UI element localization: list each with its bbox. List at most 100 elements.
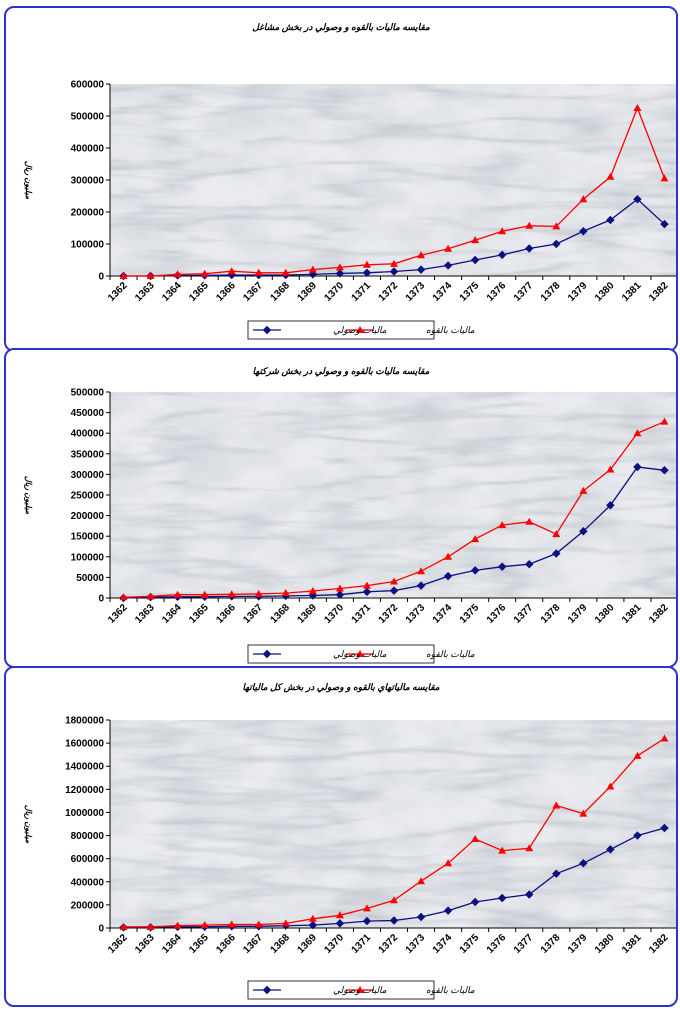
legend-label-actual: ماليات وصولي — [333, 649, 387, 660]
data-point-actual — [362, 587, 372, 597]
data-point-potential — [660, 174, 669, 182]
data-point-actual — [389, 267, 399, 276]
data-point-actual — [335, 919, 345, 928]
legend-box — [247, 980, 435, 1000]
x-tick-label: 1374 — [431, 602, 455, 626]
y-tick-label: 450000 — [71, 408, 105, 419]
legend: ماليات بالقوه ماليات وصولي — [247, 320, 475, 340]
x-tick-label: 1375 — [458, 280, 482, 304]
x-tick-label: 1375 — [458, 602, 482, 626]
x-tick-label: 1380 — [593, 280, 617, 304]
x-tick-label: 1376 — [485, 280, 509, 304]
y-tick-label: 1200000 — [65, 785, 104, 796]
legend: ماليات بالقوه ماليات وصولي — [247, 644, 475, 664]
legend-marker-actual — [262, 985, 272, 995]
line-chart-svg: مقايسه ماليات بالقوه و وصولي در بخش شركت… — [23, 366, 676, 664]
data-point-potential — [633, 429, 642, 437]
x-tick-label: 1368 — [268, 602, 292, 626]
x-tick-label: 1378 — [539, 932, 563, 956]
legend-label-potential: ماليات بالقوه — [426, 985, 475, 996]
y-tick-label: 400000 — [71, 144, 105, 155]
x-tick-label: 1366 — [214, 932, 238, 956]
data-point-potential — [444, 552, 453, 560]
x-tick-label: 1369 — [295, 602, 319, 626]
x-tick-label: 1365 — [187, 280, 211, 304]
data-point-potential — [173, 590, 182, 598]
x-tick-label: 1377 — [512, 932, 536, 956]
x-tick-label: 1367 — [241, 280, 265, 304]
x-tick-label: 1380 — [593, 602, 617, 626]
data-point-potential — [362, 904, 371, 912]
data-point-potential — [281, 268, 290, 276]
y-tick-label: 200000 — [71, 900, 105, 911]
x-tick-label: 1373 — [404, 602, 428, 626]
x-tick-label: 1368 — [268, 932, 292, 956]
x-tick-label: 1376 — [485, 932, 509, 956]
data-point-actual — [443, 906, 453, 915]
data-point-potential — [281, 919, 290, 927]
legend-label-actual: ماليات وصولي — [333, 325, 387, 336]
x-tick-label: 1379 — [566, 932, 590, 956]
y-tick-label: 400000 — [71, 877, 105, 888]
x-tick-label: 1379 — [566, 280, 590, 304]
x-tick-label: 1367 — [241, 932, 265, 956]
data-point-potential — [390, 896, 398, 904]
data-point-potential — [579, 486, 588, 494]
x-tick-label: 1364 — [160, 602, 184, 626]
data-point-potential — [390, 259, 398, 267]
x-tick-label: 1362 — [106, 280, 130, 304]
x-tick-label: 1370 — [323, 602, 347, 626]
chart-title: مقايسه ماليات بالقوه و وصولي در بخش شركت… — [253, 366, 430, 377]
x-tick-label: 1364 — [160, 280, 184, 304]
x-tick-label: 1374 — [431, 280, 455, 304]
x-tick-label: 1382 — [647, 602, 671, 626]
x-tick-label: 1382 — [647, 280, 671, 304]
y-tick-label: 300000 — [71, 470, 105, 481]
data-point-potential — [579, 195, 588, 203]
data-point-potential — [362, 581, 371, 589]
data-point-actual — [362, 268, 372, 278]
y-axis-label: ميليون ريال — [23, 805, 33, 844]
y-tick-label: 100000 — [71, 240, 105, 251]
data-point-potential — [606, 782, 615, 790]
marble-veins — [110, 392, 676, 598]
data-point-actual — [552, 549, 561, 558]
x-tick-label: 1362 — [106, 602, 130, 626]
data-point-potential — [119, 272, 128, 279]
data-point-potential — [417, 567, 426, 575]
x-tick-label: 1378 — [539, 280, 563, 304]
x-tick-label: 1373 — [404, 280, 428, 304]
x-tick-label: 1372 — [377, 280, 401, 304]
data-point-actual — [443, 261, 453, 270]
data-point-potential — [335, 911, 344, 919]
data-point-actual — [660, 466, 669, 475]
data-point-potential — [471, 535, 480, 543]
y-tick-label: 50000 — [76, 573, 104, 584]
data-point-potential — [200, 590, 209, 598]
data-point-potential — [606, 172, 615, 180]
data-point-potential — [200, 921, 209, 929]
data-point-potential — [525, 844, 534, 852]
chart-panel-sherkatha: مقايسه ماليات بالقوه و وصولي در بخش شركت… — [4, 348, 678, 668]
data-point-potential — [173, 270, 182, 278]
y-tick-label: 350000 — [71, 449, 105, 460]
data-point-potential — [471, 835, 480, 843]
x-tick-label: 1378 — [539, 602, 563, 626]
y-tick-label: 200000 — [71, 511, 105, 522]
data-point-potential — [552, 530, 561, 538]
legend-label-potential: ماليات بالقوه — [426, 325, 475, 336]
x-tick-label: 1379 — [566, 602, 590, 626]
x-tick-label: 1373 — [404, 932, 428, 956]
data-point-actual — [497, 893, 507, 903]
data-point-potential — [335, 584, 344, 592]
x-tick-label: 1371 — [350, 602, 374, 626]
y-tick-label: 1600000 — [65, 739, 104, 750]
y-tick-label: 0 — [98, 924, 104, 935]
data-point-actual — [416, 265, 426, 274]
x-tick-label: 1365 — [187, 932, 211, 956]
y-axis-label: ميليون ريال — [23, 476, 33, 515]
x-tick-label: 1367 — [241, 602, 265, 626]
x-tick-label: 1362 — [106, 932, 130, 956]
data-point-potential — [417, 251, 426, 259]
data-point-potential — [254, 920, 263, 928]
